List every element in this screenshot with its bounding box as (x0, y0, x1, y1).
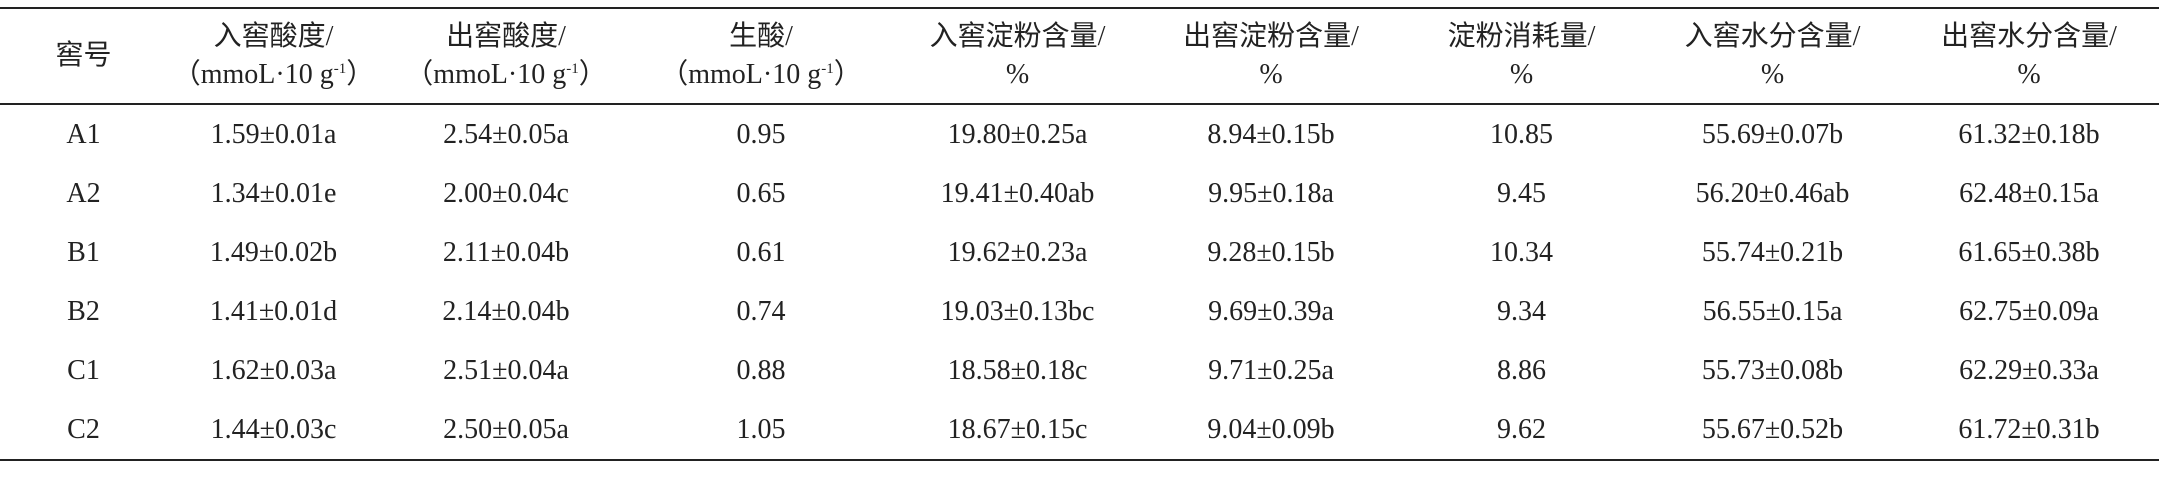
table-cell: 2.50±0.05a (380, 400, 632, 461)
table-cell: 2.51±0.04a (443, 354, 569, 386)
table-cell: 2.00±0.04c (443, 177, 569, 209)
table-cell: 0.74 (736, 295, 786, 327)
header-unit: % (1259, 59, 1283, 90)
table-cell: 55.74±0.21b (1701, 236, 1844, 268)
header-unit: （mmoL·10 g (405, 59, 567, 90)
table-cell: C1 (67, 354, 100, 386)
header-cell: 出窖酸度/ （mmoL·10 g-1） (380, 7, 632, 105)
table-cell: 19.03±0.13bc (940, 295, 1095, 327)
table-cell: 0.61 (736, 236, 786, 268)
table-cell: 62.75±0.09a (1959, 295, 2099, 327)
header-unit-end: ） (346, 59, 375, 90)
table-cell: 9.45 (1497, 177, 1546, 209)
header-name: 淀粉消耗量/ (1447, 21, 1596, 52)
table-cell: 2.14±0.04b (442, 295, 570, 327)
header-row: 窖号 入窖酸度/（mmoL·10 g-1） 出窖酸度/（mmoL·10 g-1） 生酸… (0, 7, 2159, 105)
table-cell: 56.55±0.15a (1702, 295, 1843, 327)
header-name: 出窖淀粉含量/ (1183, 21, 1359, 52)
table-cell: 19.41±0.40ab (940, 177, 1095, 209)
table-cell: 18.58±0.18c (947, 354, 1088, 386)
table-cell: 2.54±0.05a (443, 118, 569, 150)
page: 窖号 入窖酸度/（mmoL·10 g-1） 出窖酸度/（mmoL·10 g-1） 生酸… (0, 7, 2159, 477)
table-cell: 9.04±0.09b (1145, 400, 1397, 461)
table-cell: 62.29±0.33a (1959, 354, 2099, 386)
table-cell: 55.69±0.07b (1701, 118, 1844, 150)
header-name: 生酸/ (729, 21, 793, 52)
table-row: C1 1.62±0.03a 2.51±0.04a 0.88 18.58±0.18c 9.7… (0, 341, 2159, 400)
header-name: 入窖酸度/ (213, 21, 334, 52)
header-cell: 出窖水分含量/% (1899, 7, 2159, 105)
table-row: B1 1.49±0.02b 2.11±0.04b 0.61 19.62±0.23a 9.2… (0, 223, 2159, 282)
table-row: A1 1.59±0.01a 2.54±0.05a 0.95 19.80±0.25a 8.9… (0, 104, 2159, 164)
table-cell: 61.72±0.31b (1899, 400, 2159, 461)
table-cell: 8.86 (1497, 354, 1546, 386)
table-row: B2 1.41±0.01d 2.14±0.04b 0.74 19.03±0.13bc 9.… (0, 282, 2159, 341)
table-cell: 1.44±0.03c (167, 400, 380, 461)
header-cell: 淀粉消耗量/% (1397, 7, 1646, 105)
header-name: 出窖水分含量/ (1941, 21, 2117, 52)
header-cell: 入窖水分含量/% (1646, 7, 1899, 105)
table-cell: B2 (67, 295, 100, 327)
table-cell: 9.62 (1397, 400, 1646, 461)
header-name: 出窖酸度/ (446, 21, 566, 52)
table-cell: 62.48±0.15a (1959, 177, 2099, 209)
table-cell: 1.41±0.01d (209, 295, 338, 327)
header-cell: 窖号 (0, 7, 167, 105)
table-cell: 1.49±0.02b (209, 236, 338, 268)
table-cell: 1.59±0.01a (210, 118, 337, 150)
header-cell: 生酸/ （mmoL·10 g-1） (632, 7, 890, 105)
table-cell: 2.11±0.04b (442, 236, 570, 268)
table-cell: B1 (67, 236, 100, 268)
table-cell: 8.94±0.15b (1207, 118, 1335, 150)
table-cell: 9.71±0.25a (1208, 354, 1334, 386)
table-cell: 9.69±0.39a (1208, 295, 1334, 327)
table-cell: 0.65 (736, 177, 786, 209)
table-row: A2 1.34±0.01e 2.00±0.04c 0.65 19.41±0.40ab 9.… (0, 164, 2159, 223)
table-cell: 1.62±0.03a (210, 354, 337, 386)
table-cell: 10.34 (1490, 236, 1553, 268)
table-cell: 19.80±0.25a (947, 118, 1088, 150)
table-cell: 61.32±0.18b (1958, 118, 2100, 150)
table-cell: A1 (66, 118, 101, 150)
header-unit: % (2017, 59, 2041, 90)
header-unit-end: ） (833, 59, 862, 90)
table-cell: 1.34±0.01e (210, 177, 337, 209)
header-unit: % (1760, 59, 1785, 90)
table-cell: 55.67±0.52b (1646, 400, 1899, 461)
table-cell: C2 (0, 400, 167, 461)
table-cell: A2 (66, 177, 101, 209)
header-cell: 入窖淀粉含量/% (890, 7, 1145, 105)
header-name: 入窖淀粉含量/ (929, 21, 1106, 52)
table-cell: 9.28±0.15b (1207, 236, 1335, 268)
header-unit: % (1005, 59, 1030, 90)
header-unit-end: ） (578, 59, 607, 90)
header-unit: （mmoL·10 g (172, 59, 334, 90)
header-unit: （mmoL·10 g (660, 59, 822, 90)
table-cell: 9.34 (1497, 295, 1546, 327)
table-cell: 0.88 (736, 354, 786, 386)
table-cell: 10.85 (1490, 118, 1553, 150)
header-name: 窖号 (55, 40, 112, 71)
header-cell: 入窖酸度/ （mmoL·10 g-1） (167, 7, 380, 105)
table-cell: 55.73±0.08b (1701, 354, 1844, 386)
table-cell: 0.95 (736, 118, 786, 150)
table-body: A1 1.59±0.01a 2.54±0.05a 0.95 19.80±0.25a 8.9… (0, 104, 2159, 461)
header-unit-sup: -1 (821, 61, 834, 77)
table-row: C2 1.44±0.03c 2.50±0.05a 1.05 18.67±0.15c 9.0… (0, 400, 2159, 461)
table-cell: 18.67±0.15c (890, 400, 1145, 461)
table-cell: 19.62±0.23a (947, 236, 1088, 268)
table-cell: 56.20±0.46ab (1695, 177, 1850, 209)
header-name: 入窖水分含量/ (1684, 21, 1861, 52)
data-table: 窖号 入窖酸度/（mmoL·10 g-1） 出窖酸度/（mmoL·10 g-1） 生酸… (0, 7, 2159, 461)
header-unit-sup: -1 (333, 61, 347, 77)
table-cell: 61.65±0.38b (1958, 236, 2100, 268)
header-cell: 出窖淀粉含量/% (1145, 7, 1397, 105)
table-cell: 9.95±0.18a (1208, 177, 1334, 209)
header-unit-sup: -1 (566, 61, 579, 77)
header-unit: % (1509, 59, 1534, 90)
table-cell: 1.05 (632, 400, 890, 461)
